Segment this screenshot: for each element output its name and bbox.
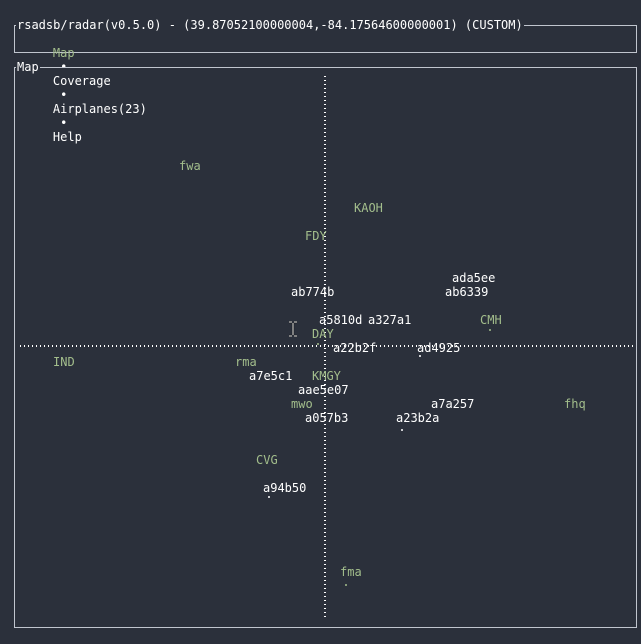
location-label: rma (235, 355, 257, 369)
airplane-marker (268, 496, 270, 498)
airplane-label[interactable]: ab774b (291, 285, 334, 299)
location-label: KAOH (354, 201, 383, 215)
tab-separator: • (52, 116, 75, 130)
location-label: fma (340, 565, 362, 579)
airplane-label[interactable]: a23b2a (396, 411, 439, 425)
map-panel[interactable]: Map fwa KAOH FDY CMH DAY IND rma KMGY mw… (14, 60, 637, 628)
tab-map[interactable]: Map (52, 46, 75, 60)
location-label: CVG (256, 453, 278, 467)
airplane-label[interactable]: a327a1 (368, 313, 411, 327)
location-label: IND (53, 355, 75, 369)
location-label: fhq (564, 397, 586, 411)
tab-help[interactable]: Help (52, 130, 82, 144)
location-label: FDY (305, 229, 327, 243)
airplane-label[interactable]: a7e5c1 (249, 369, 292, 383)
airplane-label[interactable]: ab6339 (445, 285, 488, 299)
map-title: Map (16, 60, 40, 74)
tab-airplanes[interactable]: Airplanes(23) (52, 102, 147, 116)
airplane-label[interactable]: ada5ee (452, 271, 495, 285)
location-marker (345, 584, 347, 586)
header-panel: rsadsb/radar(v0.5.0) - (39.8705210000000… (14, 18, 637, 144)
location-marker (489, 329, 491, 331)
airplane-label[interactable]: aae5e07 (298, 383, 349, 397)
airplane-marker (401, 429, 403, 431)
window-title: rsadsb/radar(v0.5.0) - (39.8705210000000… (16, 18, 524, 32)
airplane-marker (419, 355, 421, 357)
tab-coverage[interactable]: Coverage (52, 74, 111, 88)
airplane-label[interactable]: a7a257 (431, 397, 474, 411)
location-label: DAY (312, 327, 334, 341)
tab-bar: Map • Coverage • Airplanes(23) • Help (24, 32, 147, 158)
airplane-label[interactable]: ad4925 (417, 341, 460, 355)
airplane-label[interactable]: a94b50 (263, 481, 306, 495)
airplane-label[interactable]: a057b3 (305, 411, 348, 425)
tab-separator: • (52, 88, 75, 102)
location-label: mwo (291, 397, 313, 411)
location-label: fwa (179, 159, 201, 173)
location-marker (317, 343, 319, 345)
map-canvas[interactable]: fwa KAOH FDY CMH DAY IND rma KMGY mwo fh… (15, 68, 636, 627)
airplane-label[interactable]: a22b2f (333, 341, 376, 355)
airplane-label[interactable]: a5810d (319, 313, 362, 327)
text-cursor-icon (289, 321, 297, 337)
location-label: CMH (480, 313, 502, 327)
location-label: KMGY (312, 369, 342, 383)
